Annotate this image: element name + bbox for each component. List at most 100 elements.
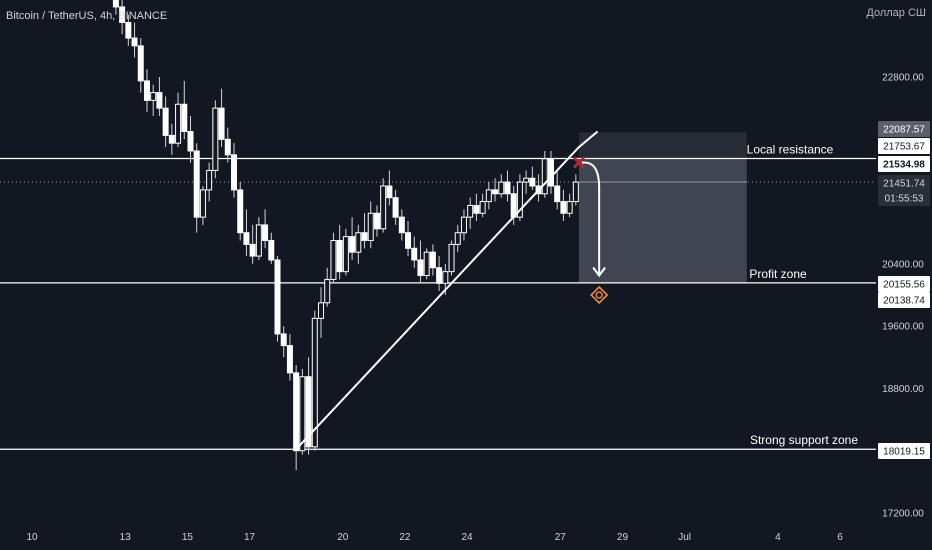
annotation-markers <box>572 156 609 305</box>
candle <box>485 182 492 210</box>
candle <box>125 14 132 46</box>
price-tick-label: 17200.00 <box>882 509 924 520</box>
level-label: Local resistance <box>747 142 834 156</box>
stop-loss-area[interactable] <box>578 132 747 159</box>
candle <box>330 232 337 284</box>
candle-body <box>411 247 418 261</box>
candle-body <box>330 240 337 280</box>
candle-body <box>336 240 343 273</box>
candle-body <box>156 92 163 109</box>
candle <box>355 224 362 264</box>
time-axis[interactable]: 10 13 15 17 20 22 24 27 29 Jul 4 6 <box>26 532 843 543</box>
candle-body <box>224 138 231 156</box>
candle <box>112 0 119 15</box>
candle <box>380 178 387 233</box>
candle-body <box>367 212 374 241</box>
candle <box>460 209 467 241</box>
candle-body <box>504 181 511 195</box>
time-tick-label: 24 <box>462 532 474 543</box>
candle <box>206 162 213 202</box>
candle-body <box>417 259 424 277</box>
candle-body <box>199 189 206 218</box>
candle <box>268 232 275 264</box>
candle <box>231 143 237 198</box>
trendline[interactable] <box>295 130 599 450</box>
candle <box>429 244 436 276</box>
candle <box>218 88 225 148</box>
candle <box>367 201 374 249</box>
candle-body <box>436 267 443 284</box>
candle <box>175 92 182 148</box>
time-tick-label: 20 <box>337 532 349 543</box>
price-tag-label: 21753.67 <box>883 142 925 153</box>
take-profit-area[interactable] <box>578 158 747 283</box>
price-tag[interactable]: 20155.56 <box>878 276 930 292</box>
price-tag-label: 20138.74 <box>883 296 925 307</box>
short-position-zone[interactable] <box>578 132 747 283</box>
candle <box>243 209 250 257</box>
price-tag-label: 22087.57 <box>883 125 925 136</box>
candle <box>498 174 505 198</box>
price-tag[interactable]: 21753.67 <box>878 138 930 154</box>
candle-body <box>442 271 449 284</box>
candle-body <box>572 181 579 203</box>
candle-body <box>243 232 250 245</box>
candle-body <box>361 232 368 241</box>
candle <box>324 267 331 307</box>
candle-body <box>566 201 573 214</box>
price-tick-label: 18800.00 <box>882 384 924 395</box>
candle <box>137 38 144 93</box>
target-marker-icon <box>590 285 609 305</box>
candle-body <box>429 251 436 269</box>
price-tag-bg <box>878 156 930 172</box>
price-tag[interactable]: 22087.57 <box>878 121 930 137</box>
currency-label[interactable]: Доллар СШ <box>866 7 926 19</box>
candle <box>479 193 486 218</box>
candle <box>554 170 561 210</box>
price-tick-label: 19600.00 <box>882 322 924 333</box>
candle-body <box>547 158 554 187</box>
candle <box>572 174 579 206</box>
candle <box>237 182 244 241</box>
candle-body <box>311 317 318 448</box>
price-tag-bg <box>878 292 930 308</box>
candle <box>398 209 405 241</box>
candle-body <box>485 189 492 203</box>
trendline-extension[interactable] <box>578 130 599 148</box>
candle <box>560 189 567 222</box>
price-tag[interactable]: 01:55:53 <box>878 190 930 206</box>
candle-body <box>392 197 399 218</box>
candle <box>529 166 536 190</box>
candle <box>224 127 231 163</box>
candle-body <box>380 185 387 230</box>
candle-body <box>255 224 262 257</box>
candle <box>280 326 287 358</box>
price-axis[interactable]: 22800.00 20400.00 19600.00 18800.00 17200.00… <box>878 73 930 520</box>
candle <box>405 221 412 257</box>
time-tick-label: 17 <box>244 532 256 543</box>
candle-body <box>355 232 362 253</box>
candlestick-series <box>112 0 579 471</box>
level-label: Profit zone <box>749 267 807 281</box>
candle-body <box>541 158 548 195</box>
candle <box>255 217 262 260</box>
level-label: Strong support zone <box>750 433 858 447</box>
candle-body <box>479 201 486 214</box>
candle <box>436 256 443 292</box>
candle <box>411 236 418 268</box>
price-tag[interactable]: 21451.74 <box>878 175 930 191</box>
candle-body <box>125 22 132 39</box>
candle-body <box>150 92 157 101</box>
price-tag[interactable]: 21534.98 <box>878 156 930 172</box>
candle <box>373 205 380 237</box>
candle <box>547 150 554 194</box>
price-tag[interactable]: 18019.15 <box>878 443 930 459</box>
candle-body <box>112 0 119 8</box>
price-tag[interactable]: 20138.74 <box>878 292 930 308</box>
support-trendline[interactable] <box>295 146 580 450</box>
candle <box>448 240 455 276</box>
candle <box>305 357 312 455</box>
candle <box>286 333 293 381</box>
candle <box>361 213 368 249</box>
